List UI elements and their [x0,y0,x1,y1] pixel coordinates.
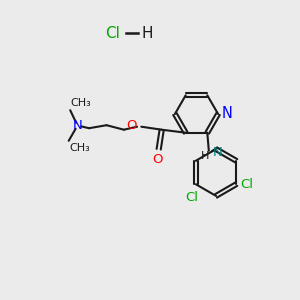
Text: H: H [201,151,209,161]
Text: H: H [141,26,153,40]
Text: N: N [73,119,82,132]
Text: Cl: Cl [105,26,120,40]
Text: CH₃: CH₃ [71,98,92,108]
Text: CH₃: CH₃ [69,143,90,153]
Text: Cl: Cl [185,191,198,204]
Text: O: O [152,153,163,167]
Text: N: N [212,146,222,159]
Text: N: N [222,106,233,121]
Text: Cl: Cl [240,178,253,191]
Text: O: O [127,119,137,132]
